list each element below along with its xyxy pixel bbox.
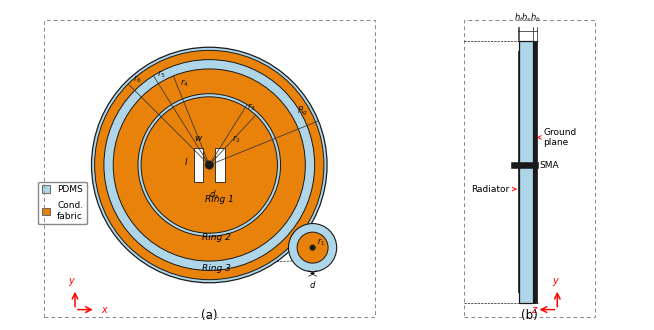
Text: $r_6$: $r_6$ xyxy=(133,74,142,85)
Text: $d_s$: $d_s$ xyxy=(209,189,220,201)
Circle shape xyxy=(310,245,315,250)
Legend: PDMS, Cond.
fabric: PDMS, Cond. fabric xyxy=(38,182,87,224)
Circle shape xyxy=(138,94,281,236)
Text: $r_5$: $r_5$ xyxy=(157,69,165,80)
Circle shape xyxy=(95,50,324,280)
Circle shape xyxy=(104,60,315,270)
Text: $d$: $d$ xyxy=(309,279,317,290)
Text: $h_b$: $h_b$ xyxy=(530,11,540,24)
Text: $r_1$: $r_1$ xyxy=(317,237,325,248)
Bar xyxy=(518,51,519,292)
Text: $x$: $x$ xyxy=(101,305,109,315)
Text: $r_3$: $r_3$ xyxy=(247,101,256,113)
Circle shape xyxy=(92,47,327,283)
Circle shape xyxy=(205,161,213,169)
Text: Ground
plane: Ground plane xyxy=(538,128,577,147)
Bar xyxy=(533,41,537,303)
Text: Ring 2: Ring 2 xyxy=(201,233,231,242)
Text: $R_g$: $R_g$ xyxy=(296,105,308,118)
Text: Ring 3: Ring 3 xyxy=(201,264,231,273)
Text: (b): (b) xyxy=(521,309,538,322)
Bar xyxy=(511,162,538,168)
Bar xyxy=(519,41,533,303)
Text: $z$: $z$ xyxy=(532,305,539,315)
Text: $y$: $y$ xyxy=(68,276,77,288)
Text: $r_2$: $r_2$ xyxy=(232,133,241,145)
Text: $w$: $w$ xyxy=(194,134,203,143)
Text: $h_t$: $h_t$ xyxy=(513,11,523,24)
Text: SMA: SMA xyxy=(540,160,559,170)
Text: $h_s$: $h_s$ xyxy=(521,11,532,24)
Circle shape xyxy=(113,69,305,261)
Text: $r_4$: $r_4$ xyxy=(180,78,189,89)
Circle shape xyxy=(297,232,328,263)
Text: $l$: $l$ xyxy=(184,156,188,167)
Text: Radiator: Radiator xyxy=(471,184,516,194)
Text: $y$: $y$ xyxy=(552,276,560,288)
Bar xyxy=(215,148,225,182)
Text: (a): (a) xyxy=(201,309,218,322)
Circle shape xyxy=(288,223,337,272)
Circle shape xyxy=(141,97,277,233)
Bar xyxy=(194,148,203,182)
Text: Ring 1: Ring 1 xyxy=(205,195,234,204)
